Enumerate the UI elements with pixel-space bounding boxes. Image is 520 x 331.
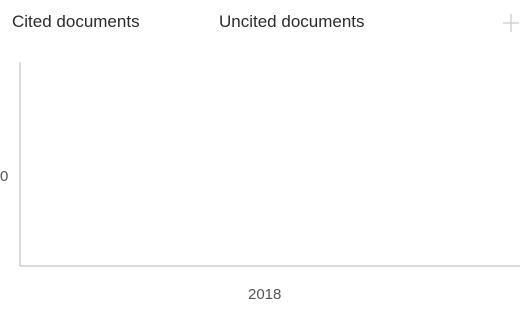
y-axis-tick-label: 0 — [0, 168, 9, 185]
x-axis-tick-label: 2018 — [248, 286, 282, 303]
crosshair-icon[interactable] — [502, 12, 520, 34]
legend-item-uncited-documents[interactable]: Uncited documents — [219, 12, 365, 31]
legend-item-cited-documents[interactable]: Cited documents — [12, 12, 140, 31]
